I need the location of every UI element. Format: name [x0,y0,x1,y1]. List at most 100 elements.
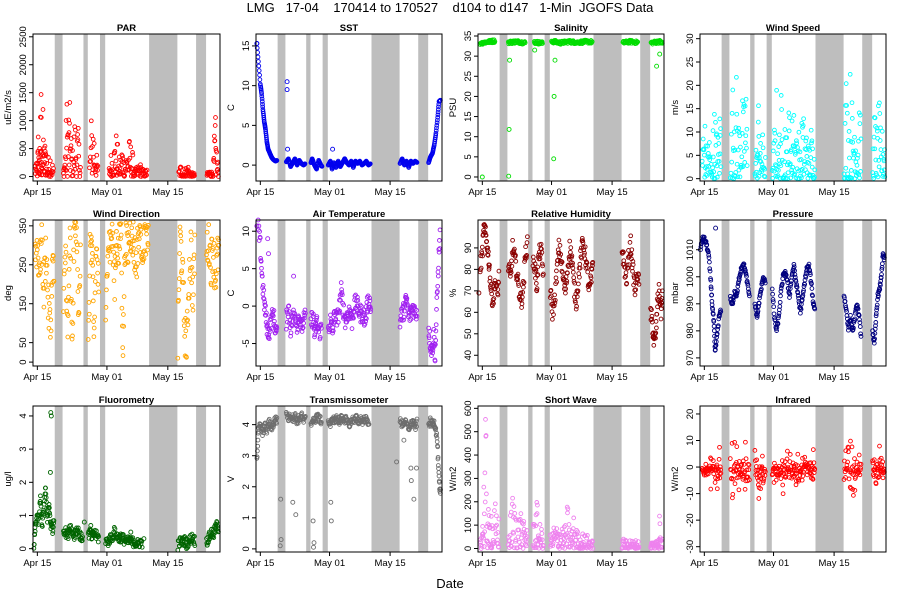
data-point [339,287,344,292]
data-point [810,477,816,482]
gap-band [306,34,311,181]
data-point [70,148,75,153]
data-point [788,281,794,287]
data-point [792,272,798,277]
x-tick-label: Apr 15 [23,558,51,569]
data-point [524,543,529,549]
data-point [649,313,655,319]
data-point [774,328,779,333]
data-point [777,132,782,138]
data-point [259,99,265,104]
data-point [707,266,713,272]
data-point [258,256,263,261]
data-point [47,505,52,511]
data-point [735,288,740,294]
data-point [90,298,96,304]
data-point [858,461,864,467]
data-point [434,120,440,126]
data-point [130,152,136,158]
x-tick-label: Apr 15 [690,187,718,198]
data-point [845,459,850,465]
y-tick-label: 60 [463,307,474,318]
y-tick-label: 970 [685,350,696,366]
data-point [435,444,441,450]
data-point [585,265,590,270]
gap-band [721,34,730,181]
data-point [94,162,100,168]
data-point [708,486,714,492]
y-tick-label: 350 [18,218,29,234]
y-tick-label: 3 [241,453,252,458]
data-point [70,321,76,326]
data-point [735,174,741,180]
data-point [649,316,655,322]
plot-frame [32,219,221,367]
data-point [510,495,515,501]
data-point [882,174,888,180]
data-point [872,146,878,152]
data-point [782,127,788,132]
data-point [67,253,72,259]
data-point [490,526,496,532]
data-point [740,109,746,115]
data-point [550,541,556,546]
data-point [744,163,750,168]
data-point [437,479,442,485]
panel-title: Wind Direction [93,209,160,220]
data-point [857,121,863,126]
data-point [774,87,779,93]
data-point [183,328,189,334]
data-point [486,249,491,254]
data-point [131,238,137,243]
data-point [877,138,883,143]
data-point [843,165,849,171]
data-point [656,281,662,287]
outlier-point [284,87,290,93]
data-point [752,448,758,453]
data-point [121,324,127,329]
data-point [35,134,41,140]
data-point [435,456,441,462]
data-point [146,223,151,228]
data-point [534,288,540,294]
data-point [521,280,527,285]
data-point [433,328,439,334]
panel-title: Wind Speed [766,23,820,34]
data-point [755,119,761,125]
data-point [809,140,814,146]
data-point [41,137,46,143]
y-tick-label: 4 [241,422,252,427]
outlier-point [48,410,54,416]
panel-title: Short Wave [545,395,597,406]
data-point [730,301,736,307]
data-point [538,241,544,247]
data-point [714,174,720,180]
data-point [759,286,764,292]
data-point [534,286,540,291]
gap-band [750,406,755,552]
data-point [328,312,333,318]
data-point [784,135,790,141]
outlier-point [506,173,512,179]
data-point [516,527,522,533]
data-point [780,491,786,497]
data-point [122,173,128,178]
data-point [653,330,659,336]
series-points [477,417,665,551]
data-point [514,276,520,281]
data-point [49,282,54,288]
y-tick-label: 0 [241,546,252,551]
data-point [812,167,818,173]
outlier-point [394,459,400,465]
data-point [734,290,740,296]
data-point [77,167,82,173]
data-point [339,292,345,298]
data-point [711,323,717,329]
data-point [704,242,710,248]
data-point [77,273,83,279]
data-point [856,138,861,144]
data-point [855,306,861,312]
gap-band [528,34,533,181]
data-point [435,269,441,275]
data-point [560,269,565,275]
